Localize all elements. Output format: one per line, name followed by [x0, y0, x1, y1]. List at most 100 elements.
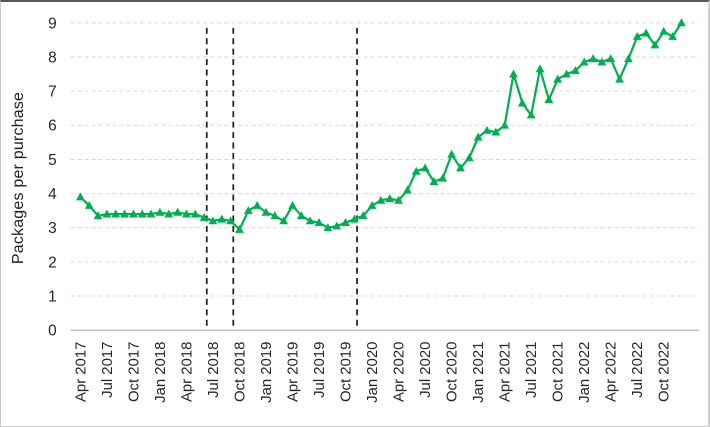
y-tick-label: 8 [48, 49, 57, 66]
x-tick-label: Oct 2017 [126, 342, 142, 402]
data-point [403, 185, 412, 194]
data-point [579, 57, 589, 66]
data-point [438, 173, 448, 182]
data-point [358, 211, 368, 220]
x-tick-label: Apr 2018 [179, 342, 195, 402]
data-point [164, 209, 174, 218]
data-point [624, 54, 633, 63]
gridlines [70, 22, 700, 297]
data-point [120, 209, 129, 218]
y-tick-label: 5 [48, 152, 57, 169]
data-point [420, 163, 430, 172]
x-tick-label: Jan 2022 [577, 342, 593, 403]
data-point [668, 31, 677, 40]
data-point [111, 209, 121, 218]
x-tick-label: Apr 2021 [498, 342, 514, 402]
data-point-markers [75, 18, 686, 233]
data-point [137, 209, 147, 218]
data-point [615, 74, 624, 83]
data-point [332, 221, 342, 230]
y-tick-label: 3 [48, 220, 57, 237]
data-point [173, 207, 182, 216]
y-tick-label: 2 [48, 254, 57, 271]
data-point [464, 153, 474, 162]
data-point [456, 163, 465, 172]
x-tick-label: Jul 2019 [312, 342, 328, 398]
x-tick-label: Jan 2021 [471, 342, 487, 403]
data-point [305, 216, 315, 225]
data-point [208, 216, 218, 225]
y-tick-label: 7 [48, 84, 57, 101]
data-point [394, 195, 403, 204]
data-point [509, 69, 518, 78]
data-point [102, 209, 112, 218]
x-tick-label: Jan 2020 [365, 342, 381, 403]
data-point [544, 95, 554, 104]
x-tick-label: Jan 2018 [153, 342, 169, 403]
data-point [270, 211, 280, 220]
data-point [217, 214, 227, 223]
x-tick-label: Jan 2019 [259, 342, 275, 403]
data-point [75, 192, 85, 201]
data-point [650, 40, 660, 49]
data-point [155, 207, 165, 216]
data-point [279, 216, 289, 225]
data-point [190, 209, 200, 218]
data-point [341, 218, 350, 226]
data-point [367, 200, 377, 209]
data-point [84, 200, 94, 209]
y-tick-label: 6 [48, 118, 57, 135]
data-point [182, 209, 191, 218]
data-point [314, 218, 324, 226]
data-point [632, 31, 642, 40]
x-tick-label: Oct 2019 [339, 342, 355, 402]
data-point [261, 207, 271, 216]
data-point [235, 224, 244, 233]
data-point [677, 18, 686, 27]
data-point [659, 26, 669, 35]
data-point [597, 57, 607, 66]
x-tick-label: Apr 2020 [392, 342, 408, 402]
data-point [252, 200, 262, 209]
data-point [385, 194, 395, 203]
x-tick-label: Apr 2019 [285, 342, 301, 402]
data-point [243, 206, 253, 215]
data-point [411, 166, 421, 175]
data-point [288, 200, 297, 209]
x-tick-label: Oct 2020 [445, 342, 461, 402]
data-point [641, 28, 651, 37]
data-point [429, 177, 439, 186]
x-tick-label: Jul 2018 [206, 342, 222, 398]
x-tick-label: Jul 2022 [630, 342, 646, 398]
y-tick-label: 4 [48, 186, 57, 203]
data-point [526, 110, 536, 119]
y-axis-tick-labels: 0 1 2 3 4 5 6 7 8 9 [48, 15, 57, 339]
data-point [447, 149, 457, 158]
data-point [553, 74, 563, 83]
data-point [606, 54, 616, 63]
x-tick-label: Jul 2021 [524, 342, 540, 398]
x-tick-label: Oct 2022 [657, 342, 673, 402]
x-tick-label: Oct 2018 [232, 342, 248, 402]
data-point [517, 98, 527, 107]
data-point [588, 54, 598, 63]
data-point [296, 211, 306, 220]
data-point [146, 209, 156, 218]
x-tick-label: Jul 2017 [100, 342, 116, 398]
data-point [350, 214, 359, 223]
data-point [199, 212, 209, 221]
x-tick-label: Jul 2020 [418, 342, 434, 398]
y-tick-label: 1 [48, 289, 57, 306]
y-tick-label: 0 [48, 323, 57, 340]
data-point [93, 211, 103, 220]
data-point [473, 132, 483, 141]
data-point [376, 195, 386, 204]
data-point [535, 64, 545, 73]
x-tick-label: Oct 2021 [551, 342, 567, 402]
x-tick-label: Apr 2022 [604, 342, 620, 402]
data-point [491, 127, 501, 136]
data-point [482, 125, 492, 134]
data-point [500, 120, 510, 129]
